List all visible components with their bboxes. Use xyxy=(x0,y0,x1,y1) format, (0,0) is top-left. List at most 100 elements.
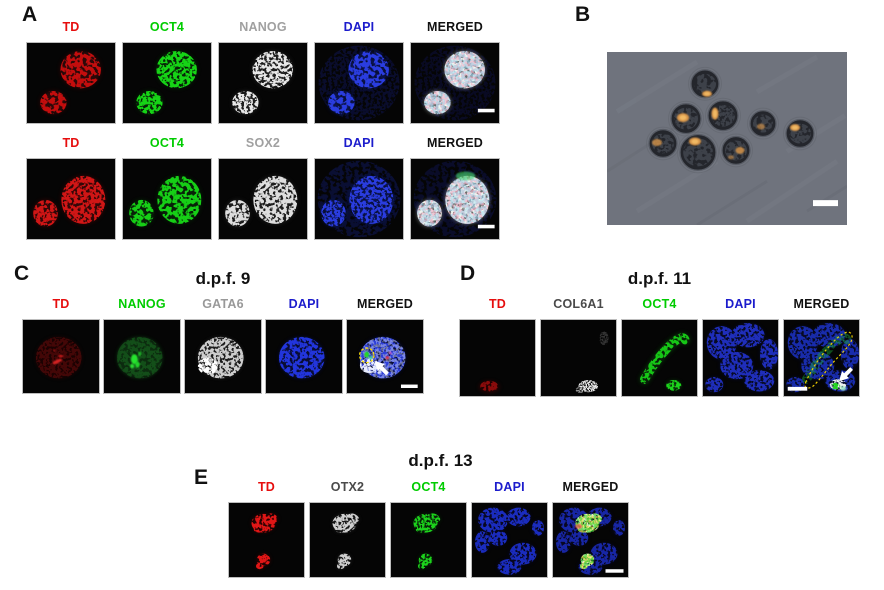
embryo xyxy=(747,107,779,140)
embryo xyxy=(677,131,719,174)
channel-column: DAPI xyxy=(265,294,343,394)
micrograph-A2-DAPI xyxy=(314,158,404,240)
channel-column: TD xyxy=(26,133,116,240)
panel-A-row1: TD OCT4 NANOG DAPI MERGED xyxy=(26,17,500,124)
channel-column: GATA6 xyxy=(184,294,262,394)
panel-A-row2: TD OCT4 SOX2 DAPI MERGED xyxy=(26,133,500,240)
channel-label-dapi: DAPI xyxy=(494,480,525,494)
channel-column: DAPI xyxy=(702,294,779,397)
micrograph-D-OCT4 xyxy=(621,319,698,397)
channel-column: DAPI xyxy=(471,477,548,578)
channel-label-td: TD xyxy=(62,136,80,150)
scale-bar xyxy=(605,569,624,573)
channel-column: TD xyxy=(228,477,305,578)
panel-D-title: d.p.f. 11 xyxy=(627,269,692,288)
micrograph-E-DAPI xyxy=(471,502,548,578)
scale-bar xyxy=(787,386,808,391)
panel-C-label: C xyxy=(14,262,30,285)
channel-label-oct4: OCT4 xyxy=(411,480,446,494)
channel-label-merged: MERGED xyxy=(426,136,484,150)
channel-column: TD xyxy=(26,17,116,124)
channel-column: OCT4 xyxy=(621,294,698,397)
channel-label-oct4: OCT4 xyxy=(149,136,185,150)
micrograph-E-OCT4 xyxy=(390,502,467,578)
micrograph-C-DAPI xyxy=(265,319,343,394)
channel-label-td: TD xyxy=(488,297,507,311)
channel-label-sox2: SOX2 xyxy=(245,136,281,150)
channel-label-dapi: DAPI xyxy=(343,20,375,34)
dashed-outline xyxy=(804,331,853,389)
channel-label-merged: MERGED xyxy=(426,20,484,34)
micrograph-A1-TD xyxy=(26,42,116,124)
embryo xyxy=(688,66,722,101)
background-streaks xyxy=(615,54,847,224)
channel-column: DAPI xyxy=(314,17,404,124)
micrograph-A2-MERGED xyxy=(410,158,500,240)
micrograph-C-TD xyxy=(22,319,100,394)
channel-column: MERGED xyxy=(346,294,424,394)
micrograph-A1-MERGED xyxy=(410,42,500,124)
micrograph-E-OTX2 xyxy=(309,502,386,578)
embryo xyxy=(783,116,817,151)
channel-label-nanog: NANOG xyxy=(239,20,287,34)
micrograph-A1-OCT4 xyxy=(122,42,212,124)
channel-column: OCT4 xyxy=(390,477,467,578)
micrograph-A1-DAPI xyxy=(314,42,404,124)
channel-column: NANOG xyxy=(218,17,308,124)
micrograph-C-NANOG xyxy=(103,319,181,394)
panel-E-title: d.p.f. 13 xyxy=(408,451,473,470)
micrograph-A2-SOX2 xyxy=(218,158,308,240)
embryo xyxy=(668,100,704,137)
channel-label-merged: MERGED xyxy=(793,297,850,311)
channel-label-dapi: DAPI xyxy=(288,297,320,311)
channel-column: COL6A1 xyxy=(540,294,617,397)
micrograph-D-COL6A1 xyxy=(540,319,617,397)
channel-column: OTX2 xyxy=(309,477,386,578)
channel-label-td: TD xyxy=(257,480,276,494)
channel-column: MERGED xyxy=(410,133,500,240)
scale-bar xyxy=(813,200,838,207)
micrograph-D-DAPI xyxy=(702,319,779,397)
channel-label-dapi: DAPI xyxy=(343,136,375,150)
channel-label-merged: MERGED xyxy=(562,480,619,494)
channel-label-td: TD xyxy=(52,297,70,311)
embryo xyxy=(646,126,680,161)
channel-column: MERGED xyxy=(552,477,629,578)
embryo xyxy=(719,133,753,168)
channel-label-nanog: NANOG xyxy=(118,297,166,311)
micrograph-C-MERGED xyxy=(346,319,424,394)
micrograph-E-TD xyxy=(228,502,305,578)
scale-bar xyxy=(400,384,418,389)
panel-B-label: B xyxy=(575,3,591,26)
channel-column: TD xyxy=(22,294,100,394)
channel-column: OCT4 xyxy=(122,133,212,240)
micrograph-A2-TD xyxy=(26,158,116,240)
channel-column: DAPI xyxy=(314,133,404,240)
micrograph-D-MERGED xyxy=(783,319,860,397)
micrograph-A1-NANOG xyxy=(218,42,308,124)
panel-C-title: d.p.f. 9 xyxy=(195,269,251,288)
channel-label-oct4: OCT4 xyxy=(642,297,677,311)
dashed-outline xyxy=(358,347,375,364)
panel-D-label: D xyxy=(460,262,476,285)
micrograph-B-brightfield xyxy=(607,52,847,225)
channel-column: TD xyxy=(459,294,536,397)
embryo xyxy=(705,97,741,134)
channel-column: OCT4 xyxy=(122,17,212,124)
panel-A-label: A xyxy=(22,3,38,26)
scale-bar xyxy=(477,224,495,229)
channel-label-otx2: OTX2 xyxy=(330,480,365,494)
micrograph-E-MERGED xyxy=(552,502,629,578)
micrograph-C-GATA6 xyxy=(184,319,262,394)
channel-column: SOX2 xyxy=(218,133,308,240)
channel-label-merged: MERGED xyxy=(356,297,414,311)
panel-E-row: TD OTX2 OCT4 DAPI MERGED xyxy=(228,477,629,578)
channel-label-col6a1: COL6A1 xyxy=(553,297,604,311)
micrograph-D-TD xyxy=(459,319,536,397)
panel-D-row: TD COL6A1 OCT4 DAPI xyxy=(459,294,860,397)
channel-column: NANOG xyxy=(103,294,181,394)
channel-column: MERGED xyxy=(410,17,500,124)
channel-column: MERGED xyxy=(783,294,860,397)
scale-bar xyxy=(477,108,495,113)
